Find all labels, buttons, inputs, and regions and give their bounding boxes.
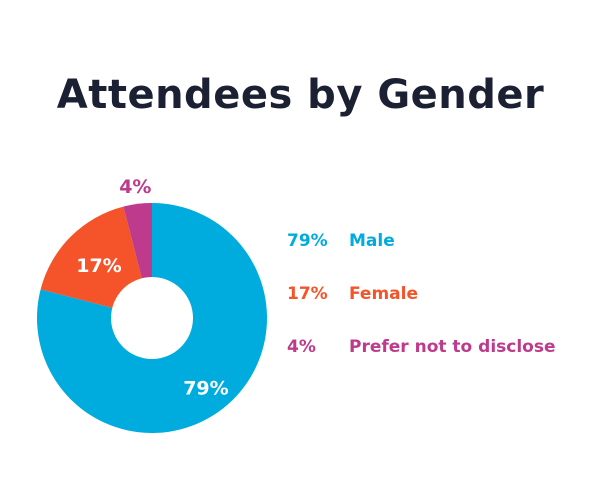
legend-label: Prefer not to disclose (349, 337, 556, 357)
data-label: 79% (183, 378, 228, 400)
legend-value: 79% (287, 231, 328, 251)
legend-item: 17% Female (287, 284, 418, 304)
legend-label: Female (349, 284, 418, 304)
donut-hole (111, 277, 193, 359)
legend-item: 79% Male (287, 231, 395, 251)
legend-label: Male (349, 231, 395, 251)
legend-item: 4% Prefer not to disclose (287, 337, 556, 357)
chart-title: Attendees by Gender (56, 72, 545, 118)
data-label: 4% (119, 176, 151, 198)
legend-value: 4% (287, 337, 316, 357)
legend-value: 17% (287, 284, 328, 304)
data-label: 17% (76, 255, 121, 277)
